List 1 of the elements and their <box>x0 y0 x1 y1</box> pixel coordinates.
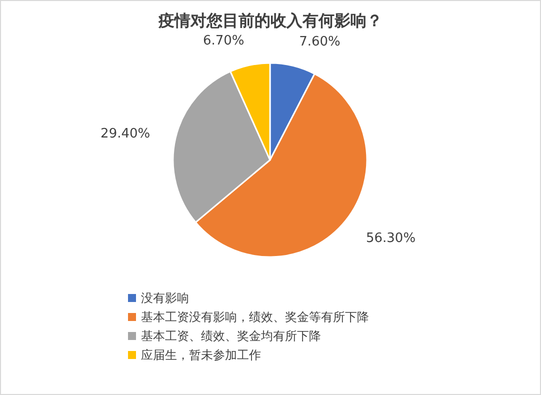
title: 疫情对您目前的收入有何影响？ <box>158 11 382 30</box>
